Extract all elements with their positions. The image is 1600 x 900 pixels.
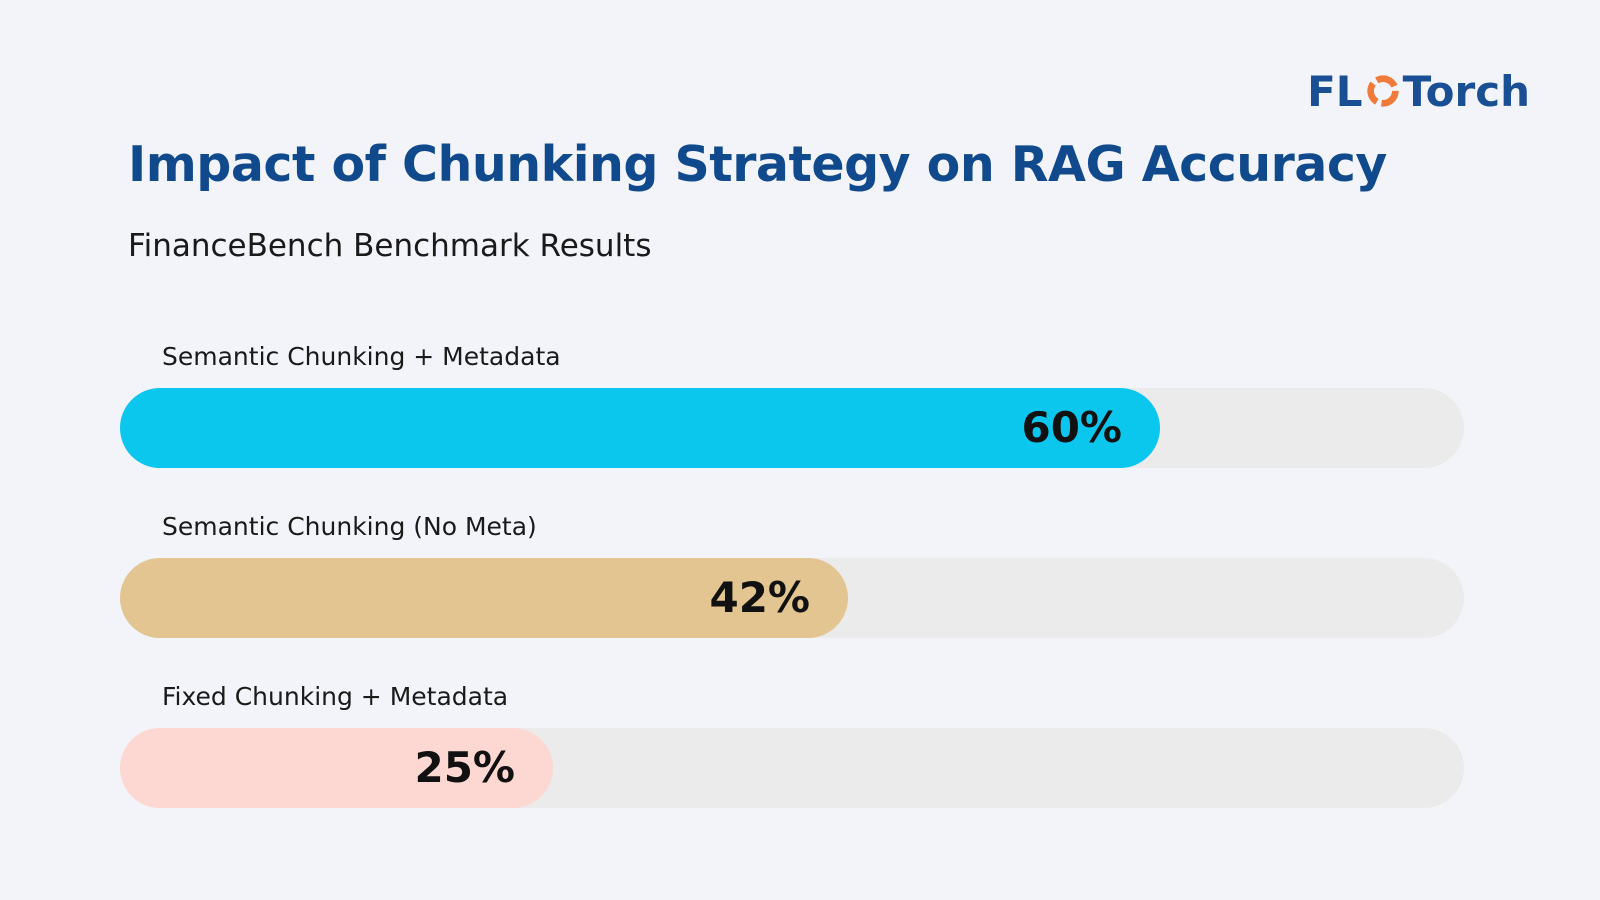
bar-track: 60% [120,388,1464,468]
bar-track: 25% [120,728,1464,808]
chart-subtitle: FinanceBench Benchmark Results [128,228,652,264]
bar-row: Fixed Chunking + Metadata 25% [120,670,1464,840]
logo-text-right: Torch [1402,66,1530,116]
flame-ring-icon [1366,75,1399,107]
bar-value-label: 42% [709,573,810,622]
bar-track: 42% [120,558,1464,638]
flotorch-logo: FL Torch [1307,66,1530,116]
bar-value-label: 25% [414,743,515,792]
chart-title: Impact of Chunking Strategy on RAG Accur… [128,136,1387,193]
bar-label: Semantic Chunking (No Meta) [162,512,537,541]
bar [120,558,848,638]
bar [120,728,553,808]
bar-row: Semantic Chunking (No Meta) 42% [120,500,1464,670]
bar-value-label: 60% [1021,403,1122,452]
bar-label: Fixed Chunking + Metadata [162,682,509,711]
bar-label: Semantic Chunking + Metadata [162,342,561,371]
logo-text-left: FL [1307,66,1363,116]
bar-chart: Semantic Chunking + Metadata 60% Semantic … [120,330,1464,840]
bar [120,388,1160,468]
bar-row: Semantic Chunking + Metadata 60% [120,330,1464,500]
